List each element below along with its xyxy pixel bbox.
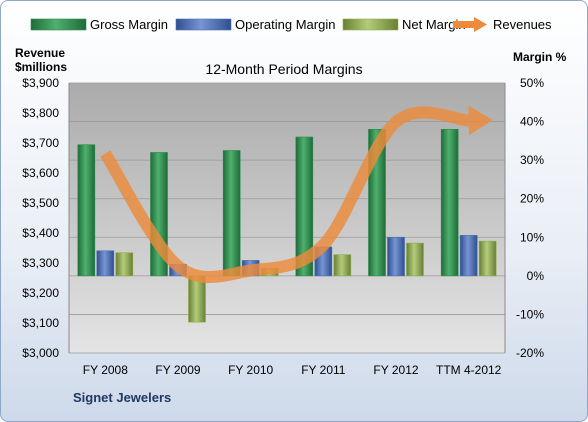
net-margin-bar-2: [188, 275, 206, 323]
left-tick-label: $3,100: [22, 316, 59, 330]
gross-margin-bar-3: [222, 150, 241, 277]
operating-margin-bar-5: [387, 236, 405, 277]
left-tick-label: $3,700: [22, 136, 59, 150]
chart-title: 12-Month Period Margins: [205, 61, 362, 77]
right-tick-label: 20%: [520, 192, 544, 206]
left-tick-label: $3,800: [22, 106, 59, 120]
x-axis-ticks: FY 2008 FY 2009 FY 2010 FY 2011 FY 2012 TTM 4…: [83, 363, 502, 377]
revenue-line-arrowhead: [468, 105, 493, 136]
left-tick-label: $3,000: [22, 346, 59, 360]
right-tick-label: 0%: [527, 269, 545, 283]
operating-margin-bar-6: [459, 235, 478, 277]
left-tick-label: $3,400: [22, 226, 59, 240]
left-tick-label: $3,200: [22, 286, 59, 300]
legend: Gross Margin Operating Margin Net Margin Re…: [30, 17, 552, 32]
legend-label-operating-margin: Operating Margin: [235, 17, 335, 32]
right-tick-label: -10%: [516, 307, 544, 321]
legend-swatch-net-margin: [342, 18, 399, 31]
x-tick-label: FY 2011: [301, 363, 346, 377]
plot-area: [69, 83, 505, 353]
legend-label-net-margin: Net Margin: [402, 17, 466, 32]
x-tick-label: FY 2008: [83, 363, 128, 377]
legend-swatch-operating-margin: [175, 18, 232, 31]
left-axis-title-line2: $millions: [15, 60, 67, 74]
net-margin-bar-5: [406, 242, 424, 277]
right-tick-label: 40%: [520, 115, 544, 129]
right-axis-title: Margin %: [513, 50, 567, 64]
right-tick-label: 10%: [520, 230, 544, 244]
legend-arrowhead-revenues: [474, 17, 487, 32]
gross-margin-bar-6: [440, 128, 459, 277]
gross-margin-bar-1: [77, 144, 96, 277]
left-tick-label: $3,300: [22, 256, 59, 270]
net-margin-bar-6: [478, 240, 497, 277]
right-axis-ticks: -20% -10% 0% 10% 20% 30% 40% 50%: [516, 76, 544, 360]
right-tick-label: 30%: [520, 153, 544, 167]
x-tick-label: FY 2010: [228, 363, 273, 377]
left-tick-label: $3,500: [22, 196, 59, 210]
legend-label-revenues: Revenues: [493, 17, 552, 32]
net-margin-bar-4: [333, 254, 352, 277]
operating-margin-bar-1: [96, 250, 115, 277]
left-axis-ticks: $3,000 $3,100 $3,200 $3,300 $3,400 $3,500 $3,6…: [22, 76, 59, 360]
company-name: Signet Jewelers: [73, 390, 171, 405]
x-tick-label: TTM 4-2012: [436, 363, 502, 377]
x-tick-label: FY 2012: [373, 363, 418, 377]
left-tick-label: $3,900: [22, 76, 59, 90]
legend-swatch-gross-margin: [30, 18, 87, 31]
left-axis-title-line1: Revenue: [15, 46, 65, 60]
x-tick-label: FY 2009: [155, 363, 200, 377]
revenue-line: [100, 106, 470, 284]
legend-label-gross-margin: Gross Margin: [90, 17, 168, 32]
gridlines: [68, 82, 506, 354]
right-tick-label: 50%: [520, 76, 544, 90]
left-tick-label: $3,600: [22, 166, 59, 180]
net-margin-bar-1: [115, 252, 134, 277]
gross-margin-bar-4: [295, 136, 314, 277]
revenue-line-layer: [100, 105, 493, 284]
right-tick-label: -20%: [516, 346, 544, 360]
